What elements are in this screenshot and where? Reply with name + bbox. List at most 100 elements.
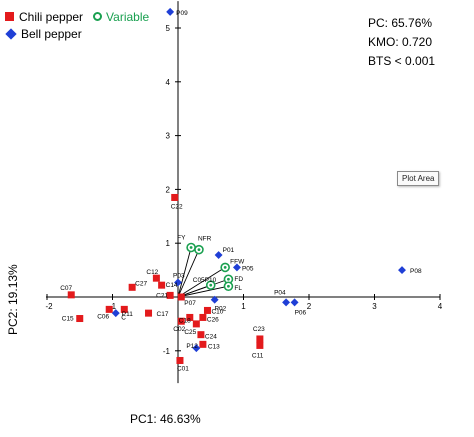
plot-area-tooltip: Plot Area xyxy=(397,171,440,186)
point-label-nfr: NFR xyxy=(198,236,212,243)
variable-point-center-fl xyxy=(227,284,230,288)
point-label-p03: P03 xyxy=(173,272,185,279)
chili-point-c xyxy=(120,305,128,313)
chili-point-c07 xyxy=(67,291,75,299)
point-label-p07: P07 xyxy=(184,300,196,307)
chili-point-c06 xyxy=(105,305,113,313)
point-label-c22: C22 xyxy=(171,203,183,210)
bell-diamond-marker-icon xyxy=(5,27,17,40)
stat-bts: BTS < 0.001 xyxy=(368,54,436,68)
point-label-c06: C06 xyxy=(97,313,109,320)
chili-point-c14 xyxy=(158,281,166,289)
bell-point-p06 xyxy=(290,298,299,307)
point-label-p12: P12 xyxy=(186,343,198,350)
point-label-c26: C26 xyxy=(207,316,219,323)
point-label-c14: C14 xyxy=(166,282,178,289)
variable-point-center-fd xyxy=(227,277,230,281)
chili-point-c12 xyxy=(152,274,160,282)
y-tick-label: -1 xyxy=(163,347,171,356)
point-label-p08: P08 xyxy=(410,268,422,275)
point-label-c02: C02 xyxy=(173,326,185,333)
point-label-c17: C17 xyxy=(157,311,169,318)
variable-point-center-fy xyxy=(189,246,193,249)
x-tick-label: -1 xyxy=(109,302,117,311)
chili-point-c22 xyxy=(171,193,179,201)
point-label-c10: C10 xyxy=(211,308,223,315)
chili-point-c02 xyxy=(177,317,185,325)
chili-point-p07 xyxy=(177,293,185,301)
legend-bell-label: Bell pepper xyxy=(21,26,82,41)
legend-row-chili: Chili pepper Variable xyxy=(5,8,149,25)
x-tick-label: 4 xyxy=(438,302,443,311)
point-label-p02: P02 xyxy=(215,306,227,313)
chili-point-c25 xyxy=(192,320,200,328)
data-points xyxy=(67,7,406,364)
point-label-fd: FD xyxy=(234,276,243,283)
chili-point-c17 xyxy=(145,309,153,317)
y-axis-title: PC2: 19.13% xyxy=(6,264,20,335)
legend-row-bell: Bell pepper xyxy=(5,25,149,42)
x-tick-label: -2 xyxy=(45,302,53,311)
chili-point-c01 xyxy=(176,356,184,364)
point-label-c01: C01 xyxy=(177,365,189,372)
variable-point-center-ffw xyxy=(223,266,227,269)
point-label-p04: P04 xyxy=(274,289,286,296)
chili-point-c24 xyxy=(197,331,205,339)
variable-circle-marker-icon xyxy=(93,12,103,21)
chili-point-c10 xyxy=(203,306,211,314)
chili-point-c27 xyxy=(128,283,136,291)
point-label-p01: P01 xyxy=(223,247,235,254)
point-label-c21: C21 xyxy=(156,292,168,299)
x-tick-label: 2 xyxy=(307,302,312,311)
point-label-p05: P05 xyxy=(242,265,254,272)
chili-point-c23 xyxy=(256,335,264,343)
point-label-p11: P11 xyxy=(122,311,133,318)
y-tick-label: 2 xyxy=(166,185,171,194)
legend-variable-label: Variable xyxy=(106,9,150,24)
chili-point-c18 xyxy=(186,313,194,321)
point-label-c23: C23 xyxy=(253,326,265,333)
bell-point-p05 xyxy=(232,263,241,272)
point-label-c15: C15 xyxy=(62,316,74,323)
stat-pc: PC: 65.76% xyxy=(368,16,433,30)
point-label-c05p10: C05P10 xyxy=(193,277,217,284)
point-label-c27: C27 xyxy=(135,280,147,287)
arrow-ffw xyxy=(177,267,226,298)
point-label-p06: P06 xyxy=(295,309,307,316)
arrow-nfr xyxy=(177,248,200,298)
bell-point-p12 xyxy=(192,344,201,353)
chili-point-c13 xyxy=(199,340,207,348)
point-label-c24: C24 xyxy=(205,334,217,341)
point-label-fl: FL xyxy=(234,285,242,292)
stats-box: PC: 65.76% KMO: 0.720 BTS < 0.001 xyxy=(368,14,435,71)
x-tick-label: 1 xyxy=(241,302,246,311)
point-label-c18: C18 xyxy=(179,317,191,324)
legend: Chili pepper Variable Bell pepper xyxy=(5,8,149,42)
point-label-fy: FY xyxy=(177,235,186,242)
chili-point-c11 xyxy=(256,341,264,349)
arrow-fy xyxy=(177,246,193,298)
point-label-c07: C07 xyxy=(60,285,72,292)
bell-point-p09 xyxy=(166,7,175,16)
bell-point-p03 xyxy=(174,278,182,287)
point-label-p09: P09 xyxy=(176,10,188,17)
bell-point-p01 xyxy=(214,251,223,259)
point-label-c25: C25 xyxy=(184,329,196,336)
arrow-fl xyxy=(177,284,230,298)
variable-point-center-nfr xyxy=(197,248,201,252)
point-labels: C22 C12 C14 C27 C07 C15 C06 C C21 C17 P07 C18 C02 C25… xyxy=(60,10,422,373)
chili-square-marker-icon xyxy=(5,12,14,21)
stat-kmo: KMO: 0.720 xyxy=(368,35,433,49)
y-tick-label: 5 xyxy=(166,24,171,33)
chili-point-c26 xyxy=(199,313,207,321)
point-label-c: C xyxy=(121,314,126,321)
bell-point-p08 xyxy=(398,266,406,275)
legend-chili-label: Chili pepper xyxy=(19,9,84,24)
variable-point-center-c05p10 xyxy=(209,283,213,287)
x-tick-label: 3 xyxy=(372,302,377,311)
point-label-c11: C11 xyxy=(252,352,264,359)
y-tick-label: 4 xyxy=(166,78,171,87)
axes: -2 -1 1 2 3 4 -1 1 2 3 4 5 xyxy=(45,1,443,384)
y-tick-label: 1 xyxy=(166,239,171,248)
